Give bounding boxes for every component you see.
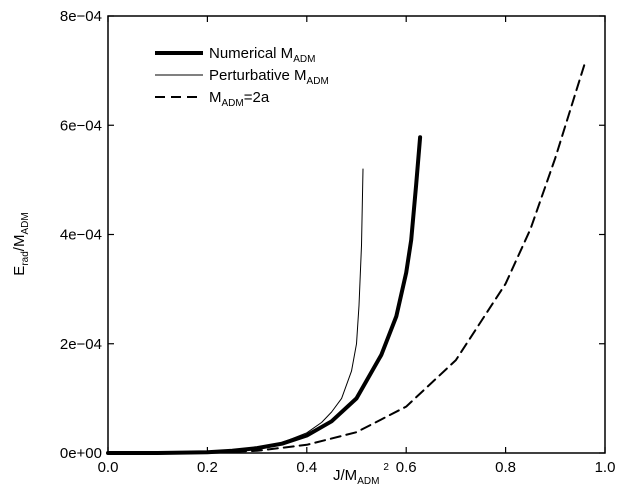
y-tick-label: 8e−04 [60,8,102,25]
series-layer [106,61,587,455]
legend-label-perturbative: Perturbative MADM [209,67,329,87]
x-tick-label: 0.6 [396,459,417,476]
legend-label-adm2a: MADM=2a [209,89,270,109]
x-tick-label: 0.2 [197,459,218,476]
plot-frame [107,15,606,454]
x-tick-label: 1.0 [595,459,616,476]
legend: Numerical MADM Perturbative MADM MADM=2a [155,45,329,109]
x-tick-label: 0.8 [495,459,516,476]
y-tick-label: 6e−04 [60,117,102,134]
series-line-numerical [106,135,423,455]
y-tick-label: 0e+00 [60,445,102,462]
y-axis-label: Erad/MADM [11,212,31,275]
x-tick-label: 0.0 [98,459,119,476]
y-axis-ticks: 0e+00 2e−04 4e−04 6e−04 8e−04 [60,8,605,462]
x-axis-label: J/MADM2 [333,462,389,485]
x-axis-ticks: 0.0 0.2 0.4 0.6 0.8 1.0 [98,16,616,476]
x-tick-label: 0.4 [296,459,317,476]
series-line-adm2a [107,61,587,454]
y-tick-label: 2e−04 [60,336,102,353]
legend-label-numerical: Numerical MADM [209,45,315,65]
y-tick-label: 4e−04 [60,227,102,244]
series-line-perturbative [107,168,364,454]
